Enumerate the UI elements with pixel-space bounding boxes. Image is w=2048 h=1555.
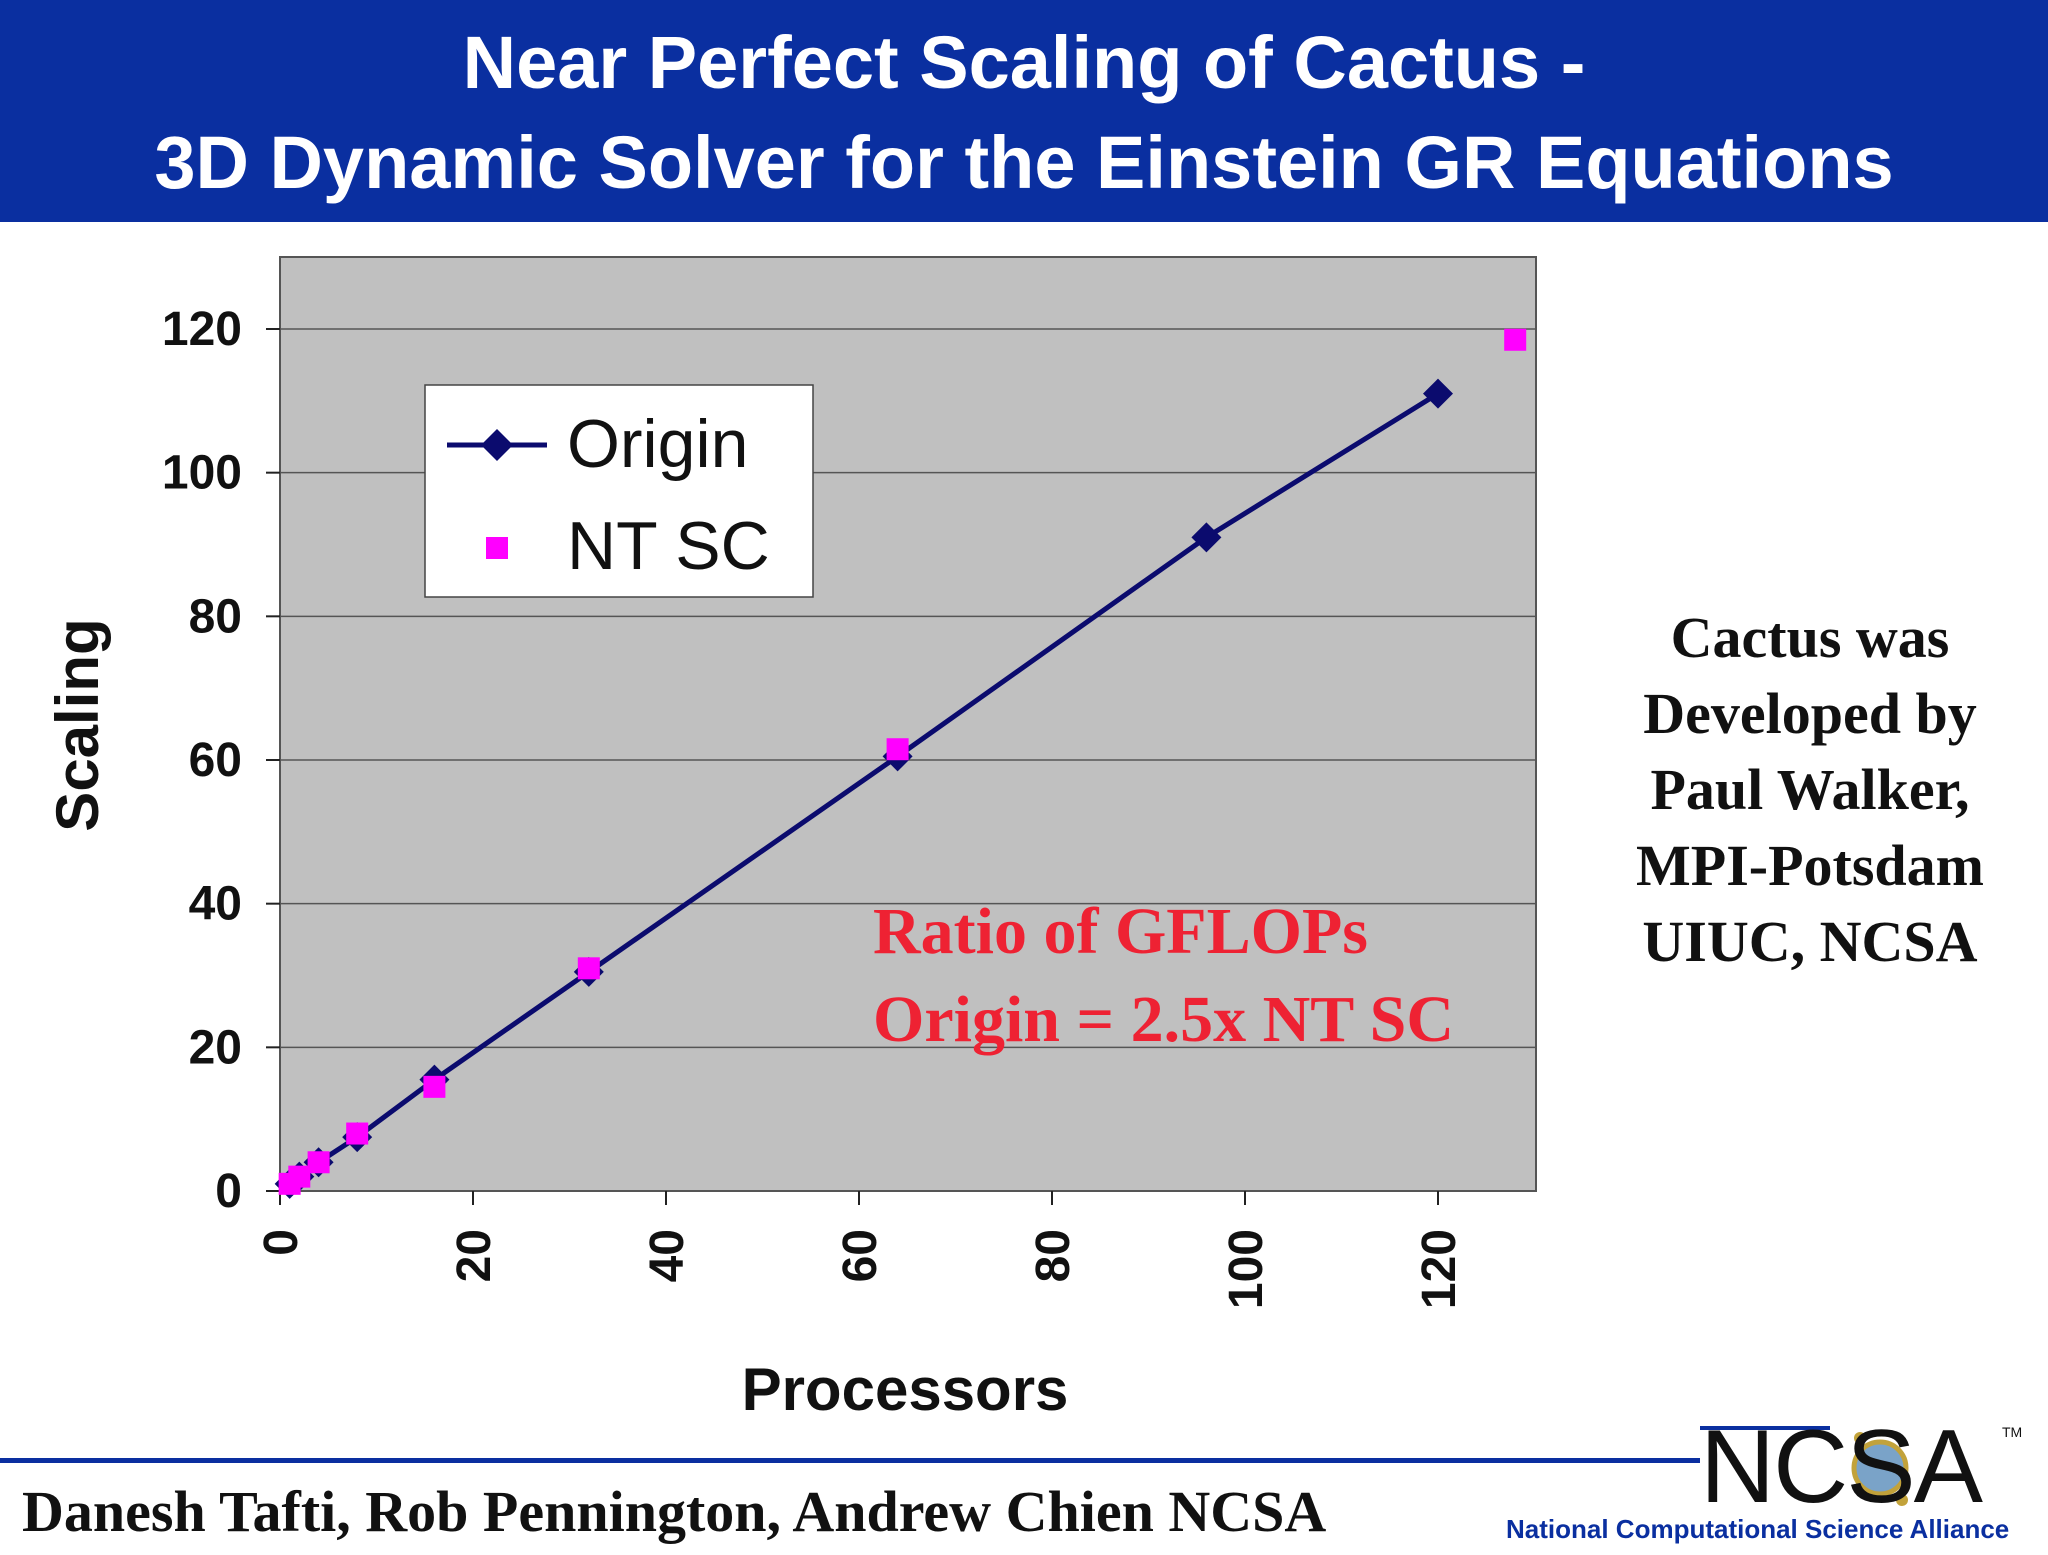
y-tick-label: 80 (189, 590, 242, 643)
authors: Danesh Tafti, Rob Pennington, Andrew Chi… (22, 1479, 1327, 1544)
ratio-annotation: Ratio of GFLOPs (873, 895, 1368, 968)
ncsa-logo-graphic (1700, 1426, 1909, 1506)
x-tick-label: 0 (255, 1229, 308, 1256)
x-tick-label: 40 (641, 1229, 694, 1282)
side-note-line: Cactus was (1670, 605, 1950, 670)
ntsc-marker (1504, 328, 1527, 351)
footer-rule (0, 1458, 1700, 1463)
orbit-node-icon (1896, 1494, 1908, 1506)
y-tick-label: 0 (215, 1165, 242, 1218)
side-note-line: Developed by (1643, 681, 1977, 746)
legend-origin-label: Origin (567, 406, 748, 482)
title-banner: Near Perfect Scaling of Cactus - 3D Dyna… (0, 0, 2048, 222)
x-tick-label: 120 (1413, 1229, 1466, 1309)
x-tick-label: 20 (448, 1229, 501, 1282)
legend-origin-marker (481, 429, 513, 461)
side-note-line: UIUC, NCSA (1642, 909, 1978, 974)
legend-ntsc-marker (486, 537, 508, 559)
ntsc-marker (577, 957, 600, 980)
org-name: National Computational Science Alliance (1506, 1514, 2010, 1544)
ratio-annotation: Origin = 2.5x NT SC (873, 983, 1454, 1056)
legend-box (424, 384, 814, 598)
title-line-1: Near Perfect Scaling of Cactus - (462, 21, 1586, 104)
title-line-2: 3D Dynamic Solver for the Einstein GR Eq… (154, 121, 1894, 204)
side-note-line: MPI-Potsdam (1636, 833, 1984, 898)
ntsc-marker (288, 1165, 311, 1188)
origin-marker (1423, 378, 1453, 409)
legend-ntsc-label: NT SC (567, 508, 770, 584)
ntsc-marker (307, 1151, 330, 1174)
ntsc-marker (423, 1075, 446, 1098)
ntsc-marker (886, 738, 909, 761)
y-tick-label: 60 (189, 734, 242, 787)
x-tick-label: 60 (834, 1229, 887, 1282)
logo-trademark: TM (2002, 1424, 2023, 1440)
y-tick-label: 100 (162, 447, 242, 500)
x-tick-label: 100 (1220, 1229, 1273, 1309)
logo-wordmark: NCSA (1700, 1409, 1983, 1525)
y-tick-label: 40 (189, 878, 242, 931)
y-tick-label: 20 (189, 1021, 242, 1074)
ntsc-marker (346, 1122, 369, 1145)
globe-icon (1851, 1439, 1909, 1497)
x-axis-title: Processors (742, 1356, 1069, 1423)
side-note: Cactus was Developed by Paul Walker, MPI… (1560, 600, 2048, 980)
x-tick-label: 80 (1027, 1229, 1080, 1282)
y-axis-title: Scaling (44, 618, 111, 831)
side-note-line: Paul Walker, (1650, 757, 1970, 822)
orbit-node-icon (1854, 1432, 1866, 1444)
scaling-chart: 0 20 40 60 80 100 120 0 20 40 60 80 100 120 Processors… (44, 256, 1537, 1423)
origin-marker (1191, 522, 1222, 553)
y-tick-label: 120 (162, 303, 242, 356)
